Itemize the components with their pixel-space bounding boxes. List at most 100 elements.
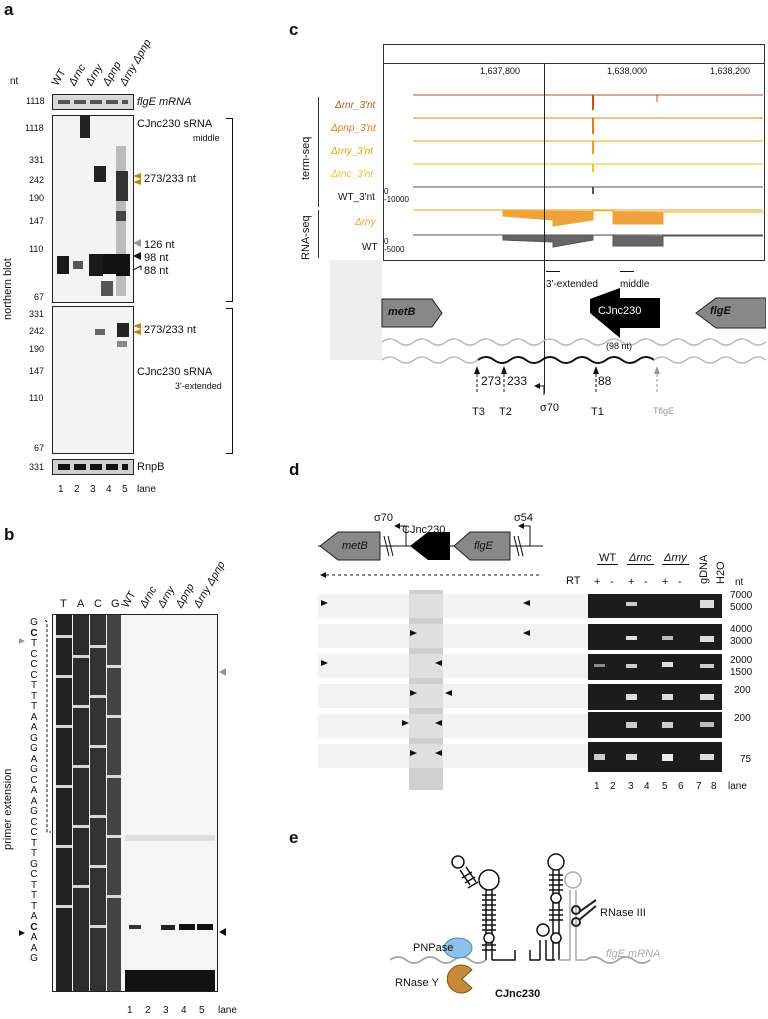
panel-a-letter: a [4,0,14,19]
pcr-size-3000: 3000 [730,636,753,647]
panel-e-letter: e [289,828,299,847]
d-sigma54: σ54 [514,512,534,524]
ext-sub: 3'-extended [175,381,222,391]
label-sigma70: σ70 [540,402,560,414]
sequence-markers [19,620,51,936]
wt-term-scale: 0 -10000 [384,187,409,204]
rnpb-blot [52,459,134,475]
middle-size-67: 67 [34,292,45,302]
primer-extension-gel [52,614,218,992]
middle-sub: middle [193,133,220,143]
ext-size-331: 331 [29,309,45,319]
pnpase-label: PNPase [413,942,454,954]
rnasey-label: RNase Y [395,977,439,989]
gene-metb: metB [388,306,416,318]
pcr-gel-2 [588,624,722,650]
pe-gel-bands [56,615,215,991]
pcr-size-7000: 7000 [730,590,753,601]
termseq-bracket [318,97,323,207]
pcr-size-5000: 5000 [730,602,753,613]
middle-bracket [226,118,233,302]
ext-bracket [226,308,233,454]
ext-blot [52,306,134,454]
ext-blot-bands [95,323,129,347]
ext-title: CJnc230 sRNA [137,366,213,378]
nt-label: nt [10,76,19,87]
rnaseq-label: RNA-seq [300,215,312,260]
panel-b-letter: b [4,525,15,544]
pcr-gel-1 [588,594,722,618]
cjnc230-structure [390,853,651,994]
middle-size-242: 242 [29,175,45,185]
coord-1638200: 1,638,200 [710,66,751,76]
label-t2: T2 [499,406,512,418]
annot-98: 98 nt [144,252,169,264]
pcr-size-75: 75 [740,754,752,765]
coord-1638000: 1,638,000 [607,66,648,76]
ext-size-147: 147 [29,366,45,376]
pcr-size-200b: 200 [734,713,751,724]
pcr-gel-4 [588,684,722,710]
flge-label: flgE mRNA [137,96,192,108]
northern-blot-label: northern blot [2,258,14,320]
track-pnp: Δpnp_3'nt [331,123,376,134]
panel-d-letter: d [289,460,300,479]
middle-title: CJnc230 sRNA [137,118,213,130]
d-nt: nt [735,577,744,588]
wt-rnaseq-scale: 0 -5000 [384,237,405,254]
gene-cjnc230: CJnc230 [598,305,642,317]
d-flge: flgE [474,540,493,552]
lane-label-wt: WT [49,67,69,88]
strain-rnc: Δrnc [627,552,654,565]
operon-diagram [318,523,543,578]
probe-middle: middle [620,279,650,290]
ext-arrowheads [133,323,141,335]
flge-mrna-label: flgE mRNA [606,948,661,960]
track-rnc: Δrnc_3'nt [331,169,373,180]
rnase3-label: RNase III [600,907,646,919]
pcr-size-4000: 4000 [730,624,753,635]
coord-1637800: 1,637,800 [480,66,521,76]
cursor-line [544,63,545,393]
rnpb-label: RnpB [137,461,165,473]
panel-c-letter: c [289,20,299,39]
strain-wt: WT [597,552,619,565]
gel-side-markers [219,668,226,936]
track-rny: Δrny_3'nt [331,146,373,157]
ext-size-110: 110 [29,393,44,403]
pcr-gel-3 [588,654,722,680]
annot-273-233: 273/233 nt [144,173,196,185]
rnaseq-rny: Δrny [355,217,376,228]
pcr-gel-5 [588,712,722,738]
middle-size-1118: 1118 [25,123,44,133]
probe-3ext-bar [546,271,560,272]
pos-88: 88 [598,374,612,388]
ext-annot: 273/233 nt [144,324,196,336]
annot-88: 88 nt [144,265,169,277]
d-metb: metB [342,540,368,552]
pe-lane-pnp: Δpnp [173,581,197,610]
lane-label-rnypnp: Δrny Δpnp [117,37,154,88]
track-wt: WT_3'nt [338,192,375,203]
primer-extension-label: primer extension [2,768,14,850]
middle-blot [52,115,134,303]
ext-size-67: 67 [34,443,45,453]
termseq-label: term-seq [300,136,312,180]
middle-blot-bands [57,116,130,296]
label-t3: T3 [472,406,485,418]
pcr-size-1500: 1500 [730,667,753,678]
middle-size-110: 110 [29,244,44,254]
probe-middle-bar [620,271,634,272]
ext-size-190: 190 [29,344,45,354]
middle-size-190: 190 [29,193,45,203]
pcr-size-2000: 2000 [730,655,753,666]
annot-126: 126 nt [144,239,175,251]
pe-lane-wt: WT [119,589,139,610]
rnaseq-bracket [318,210,323,258]
middle-size-147: 147 [29,216,45,226]
cjnc230-label: CJnc230 [495,988,541,1000]
d-sigma70: σ70 [374,512,394,524]
flge-blot [52,94,134,110]
flge-size: 1118 [26,96,45,106]
